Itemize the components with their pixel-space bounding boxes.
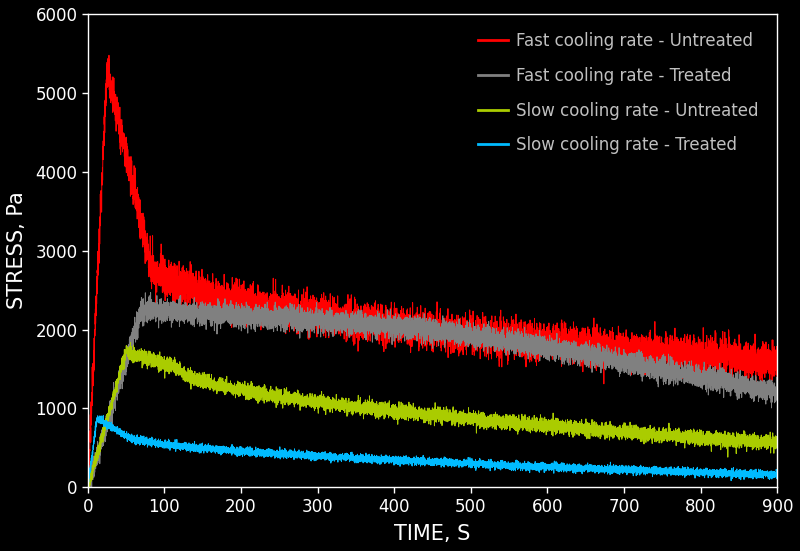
Legend: Fast cooling rate - Untreated, Fast cooling rate - Treated, Slow cooling rate - : Fast cooling rate - Untreated, Fast cool… bbox=[468, 22, 769, 164]
X-axis label: TIME, S: TIME, S bbox=[394, 524, 470, 544]
Y-axis label: STRESS, Pa: STRESS, Pa bbox=[7, 192, 27, 310]
